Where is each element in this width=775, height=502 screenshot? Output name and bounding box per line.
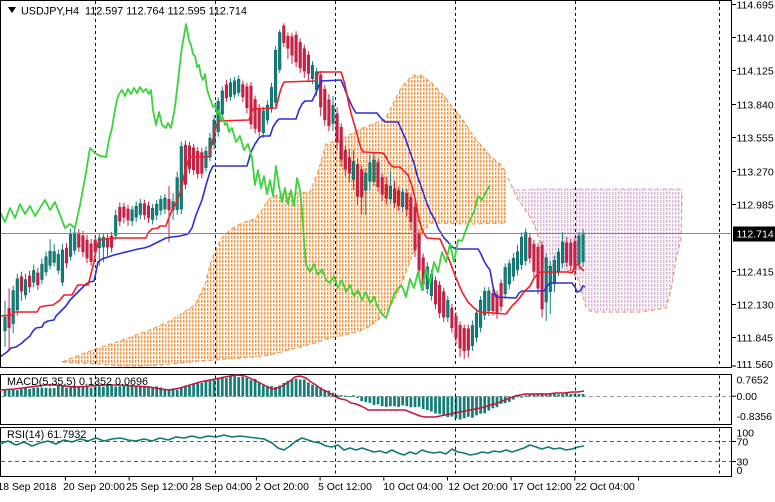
svg-text:28 Sep 04:00: 28 Sep 04:00 <box>190 482 252 493</box>
svg-text:5 Oct 12:00: 5 Oct 12:00 <box>318 482 372 493</box>
svg-text:USDJPY,H4 112.597 112.764 112: USDJPY,H4 112.597 112.764 112.595 112.71… <box>21 6 247 18</box>
svg-text:0.00: 0.00 <box>737 391 758 403</box>
svg-text:10 Oct 04:00: 10 Oct 04:00 <box>383 482 443 493</box>
svg-text:12 Oct 20:00: 12 Oct 20:00 <box>448 482 508 493</box>
svg-text:111.845: 111.845 <box>737 332 774 344</box>
svg-text:30: 30 <box>737 457 749 469</box>
svg-text:113.270: 113.270 <box>737 166 774 178</box>
svg-text:113.555: 113.555 <box>737 132 774 144</box>
svg-text:114.695: 114.695 <box>737 0 774 11</box>
svg-text:113.840: 113.840 <box>737 99 774 111</box>
svg-text:70: 70 <box>737 437 749 449</box>
svg-text:RSI(14) 61.7932: RSI(14) 61.7932 <box>7 429 86 441</box>
svg-text:18 Sep 2018: 18 Sep 2018 <box>0 482 57 493</box>
svg-text:-0.8356: -0.8356 <box>737 411 773 423</box>
svg-text:0.7652: 0.7652 <box>737 375 769 387</box>
svg-text:114.410: 114.410 <box>737 32 774 44</box>
svg-text:114.125: 114.125 <box>737 65 774 77</box>
svg-text:20 Sep 20:00: 20 Sep 20:00 <box>63 482 125 493</box>
svg-text:112.415: 112.415 <box>737 266 774 278</box>
svg-text:17 Oct 12:00: 17 Oct 12:00 <box>512 482 572 493</box>
svg-text:112.130: 112.130 <box>737 299 774 311</box>
svg-text:22 Oct 04:00: 22 Oct 04:00 <box>575 482 635 493</box>
svg-text:MACD(5,35,5) 0.1352 0.0696: MACD(5,35,5) 0.1352 0.0696 <box>7 376 148 388</box>
svg-text:2 Oct 20:00: 2 Oct 20:00 <box>255 482 309 493</box>
svg-text:111.560: 111.560 <box>737 359 774 371</box>
svg-text:25 Sep 12:00: 25 Sep 12:00 <box>126 482 188 493</box>
svg-text:112.985: 112.985 <box>737 199 774 211</box>
svg-text:112.714: 112.714 <box>737 229 774 241</box>
svg-text:100: 100 <box>737 428 755 440</box>
svg-text:0: 0 <box>737 465 743 477</box>
